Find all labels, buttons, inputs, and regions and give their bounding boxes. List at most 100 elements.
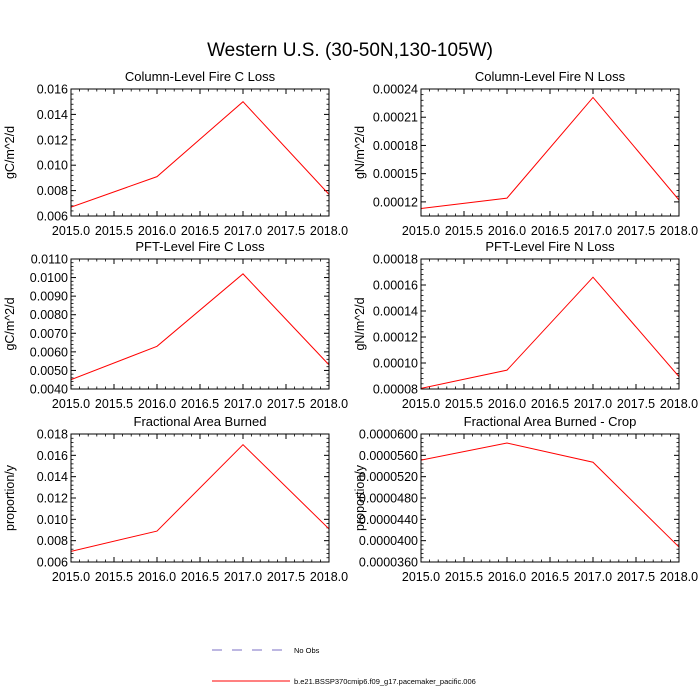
y-tick-label: 0.0000400	[359, 534, 418, 548]
y-tick-label: 0.014	[37, 470, 68, 484]
y-tick-label: 0.00012	[373, 331, 418, 345]
y-axis-label: gN/m^2/d	[353, 126, 367, 179]
x-tick-label: 2017.0	[224, 570, 262, 584]
y-tick-label: 0.0110	[31, 253, 68, 267]
x-tick-label: 2016.0	[488, 397, 526, 411]
legend-label-no-obs: No Obs	[294, 646, 320, 655]
y-axis-label: gN/m^2/d	[353, 297, 367, 350]
y-tick-label: 0.0000560	[359, 449, 418, 463]
x-tick-label: 2015.0	[52, 224, 90, 238]
x-tick-label: 2015.0	[402, 397, 440, 411]
x-tick-label: 2017.0	[224, 397, 262, 411]
plot-frame	[70, 258, 330, 390]
chart-fractional-area-burned: Fractional Area Burned proportion/y 2015.0…	[3, 414, 348, 584]
x-tick-label: 2017.0	[574, 224, 612, 238]
y-axis-label: gC/m^2/d	[3, 126, 17, 179]
x-tick-label: 2015.0	[52, 397, 90, 411]
y-tick-label: 0.016	[37, 83, 68, 97]
y-tick-label: 0.0050	[30, 364, 68, 378]
y-tick-label: 0.0040	[30, 383, 68, 397]
x-tick-label: 2016.5	[181, 224, 219, 238]
y-tick-label: 0.0070	[30, 327, 68, 341]
chart-title: Column-Level Fire C Loss	[125, 69, 276, 84]
x-tick-label: 2016.5	[181, 397, 219, 411]
y-tick-label: 0.010	[37, 159, 68, 173]
x-tick-label: 2018.0	[660, 397, 698, 411]
y-tick-label: 0.0000360	[359, 556, 418, 570]
y-tick-label: 0.0090	[30, 290, 68, 304]
y-tick-label: 0.00010	[373, 357, 418, 371]
x-tick-label: 2015.5	[445, 570, 483, 584]
x-tick-label: 2017.0	[574, 570, 612, 584]
series-line	[421, 276, 679, 389]
x-tick-label: 2015.0	[402, 224, 440, 238]
legend: No Obs b.e21.BSSP370cmip6.f09_g17.pacema…	[212, 646, 476, 686]
y-tick-label: 0.00015	[373, 167, 418, 181]
y-tick-label: 0.0000520	[359, 470, 418, 484]
x-tick-label: 2017.0	[574, 397, 612, 411]
plot-frame	[420, 88, 680, 217]
y-tick-label: 0.0060	[30, 345, 68, 359]
y-tick-label: 0.018	[37, 428, 68, 442]
plot-frame	[420, 433, 680, 563]
y-tick-label: 0.00024	[373, 83, 418, 97]
series-line	[71, 273, 329, 381]
x-tick-label: 2017.5	[267, 224, 305, 238]
x-tick-label: 2016.0	[138, 397, 176, 411]
y-tick-label: 0.00021	[373, 111, 418, 125]
x-tick-label: 2015.0	[402, 570, 440, 584]
x-tick-label: 2015.5	[95, 397, 133, 411]
series-line	[421, 96, 679, 209]
y-tick-label: 0.00012	[373, 195, 418, 209]
y-tick-label: 0.006	[37, 210, 68, 224]
y-axis-label: gC/m^2/d	[3, 297, 17, 350]
legend-label-model-run: b.e21.BSSP370cmip6.f09_g17.pacemaker_pac…	[294, 677, 476, 686]
x-tick-label: 2017.5	[617, 397, 655, 411]
chart-pft-fire-c-loss: PFT-Level Fire C Loss gC/m^2/d 2015.0 2015.…	[3, 239, 348, 411]
x-tick-label: 2015.5	[445, 397, 483, 411]
x-tick-label: 2015.0	[52, 570, 90, 584]
x-tick-label: 2018.0	[660, 570, 698, 584]
y-tick-label: 0.00014	[373, 305, 418, 319]
y-tick-label: 0.00016	[373, 279, 418, 293]
y-tick-label: 0.0000480	[359, 492, 418, 506]
y-tick-label: 0.008	[37, 534, 68, 548]
chart-title: Fractional Area Burned - Crop	[464, 414, 637, 429]
x-tick-label: 2016.0	[488, 570, 526, 584]
chart-title: PFT-Level Fire N Loss	[485, 239, 615, 254]
x-tick-label: 2018.0	[660, 224, 698, 238]
y-axis-label: proportion/y	[3, 464, 17, 531]
x-tick-label: 2016.5	[531, 224, 569, 238]
y-tick-label: 0.012	[37, 492, 68, 506]
y-tick-label: 0.0000600	[359, 428, 418, 442]
y-tick-label: 0.00008	[373, 383, 418, 397]
x-tick-label: 2018.0	[310, 570, 348, 584]
chart-panels: Column-Level Fire C Loss gC/m^2/d 2015.0 20…	[3, 69, 698, 584]
chart-column-fire-c-loss: Column-Level Fire C Loss gC/m^2/d 2015.0 20…	[3, 69, 348, 238]
chart-title: Column-Level Fire N Loss	[475, 69, 626, 84]
y-tick-label: 0.00018	[373, 139, 418, 153]
chart-title: PFT-Level Fire C Loss	[135, 239, 265, 254]
y-tick-label: 0.0080	[30, 308, 68, 322]
x-tick-label: 2015.5	[445, 224, 483, 238]
y-tick-label: 0.0100	[30, 271, 68, 285]
x-tick-label: 2017.5	[617, 224, 655, 238]
series-line	[71, 101, 329, 208]
y-tick-label: 0.010	[37, 513, 68, 527]
x-tick-label: 2016.0	[138, 224, 176, 238]
y-tick-label: 0.0000440	[359, 513, 418, 527]
y-tick-label: 0.014	[37, 108, 68, 122]
plot-frame	[70, 433, 330, 563]
x-tick-label: 2015.5	[95, 570, 133, 584]
plot-frame	[420, 258, 680, 390]
y-tick-label: 0.006	[37, 556, 68, 570]
chart-title: Fractional Area Burned	[134, 414, 267, 429]
x-tick-label: 2016.5	[531, 397, 569, 411]
x-tick-label: 2015.5	[95, 224, 133, 238]
x-tick-label: 2017.0	[224, 224, 262, 238]
plot-frame	[70, 88, 330, 217]
chart-column-fire-n-loss: Column-Level Fire N Loss gN/m^2/d 2015.0 20…	[353, 69, 698, 238]
x-tick-label: 2017.5	[617, 570, 655, 584]
x-tick-label: 2016.5	[181, 570, 219, 584]
